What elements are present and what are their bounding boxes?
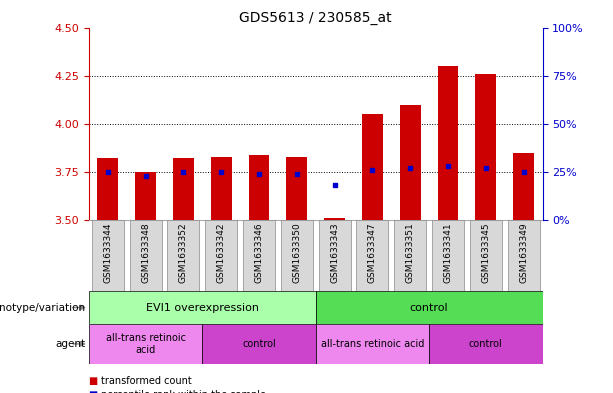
Text: control: control	[242, 339, 276, 349]
Bar	[173, 158, 194, 220]
Bar	[513, 152, 534, 220]
Text: GSM1633351: GSM1633351	[406, 222, 415, 283]
Bar	[92, 220, 124, 291]
Bar	[135, 172, 156, 220]
Text: ■: ■	[89, 376, 101, 386]
Bar	[470, 220, 502, 291]
Bar	[508, 220, 539, 291]
Text: control: control	[469, 339, 503, 349]
Bar	[316, 324, 429, 364]
Text: agent: agent	[56, 339, 86, 349]
Text: all-trans retinoic acid: all-trans retinoic acid	[321, 339, 424, 349]
Text: GSM1633345: GSM1633345	[481, 222, 490, 283]
Bar	[324, 218, 345, 220]
Text: GSM1633341: GSM1633341	[443, 222, 452, 283]
Text: genotype/variation: genotype/variation	[0, 303, 86, 312]
Bar	[281, 220, 313, 291]
Bar	[89, 291, 316, 324]
Text: GSM1633342: GSM1633342	[216, 222, 226, 283]
Bar	[211, 156, 232, 220]
Bar	[97, 158, 118, 220]
Bar	[129, 220, 162, 291]
Bar	[286, 156, 307, 220]
Title: GDS5613 / 230585_at: GDS5613 / 230585_at	[240, 11, 392, 25]
Bar	[316, 291, 543, 324]
Text: all-trans retinoic
acid: all-trans retinoic acid	[105, 333, 186, 354]
Bar	[429, 324, 543, 364]
Bar	[89, 324, 202, 364]
Text: ■: ■	[89, 390, 101, 393]
Text: EVI1 overexpression: EVI1 overexpression	[146, 303, 259, 312]
Bar	[249, 154, 269, 220]
Bar	[202, 324, 316, 364]
Text: GSM1633346: GSM1633346	[254, 222, 264, 283]
Bar	[394, 220, 426, 291]
Text: control: control	[409, 303, 449, 312]
Text: GSM1633350: GSM1633350	[292, 222, 302, 283]
Text: GSM1633348: GSM1633348	[141, 222, 150, 283]
Bar	[356, 220, 389, 291]
Text: percentile rank within the sample: percentile rank within the sample	[101, 390, 266, 393]
Bar	[438, 66, 459, 220]
Text: GSM1633343: GSM1633343	[330, 222, 339, 283]
Bar	[400, 105, 421, 220]
Bar	[319, 220, 351, 291]
Bar	[432, 220, 464, 291]
Bar	[243, 220, 275, 291]
Text: transformed count: transformed count	[101, 376, 192, 386]
Bar	[167, 220, 199, 291]
Bar	[205, 220, 237, 291]
Text: GSM1633347: GSM1633347	[368, 222, 377, 283]
Bar	[476, 74, 496, 220]
Bar	[362, 114, 383, 220]
Text: GSM1633344: GSM1633344	[103, 222, 112, 283]
Text: GSM1633349: GSM1633349	[519, 222, 528, 283]
Text: GSM1633352: GSM1633352	[179, 222, 188, 283]
